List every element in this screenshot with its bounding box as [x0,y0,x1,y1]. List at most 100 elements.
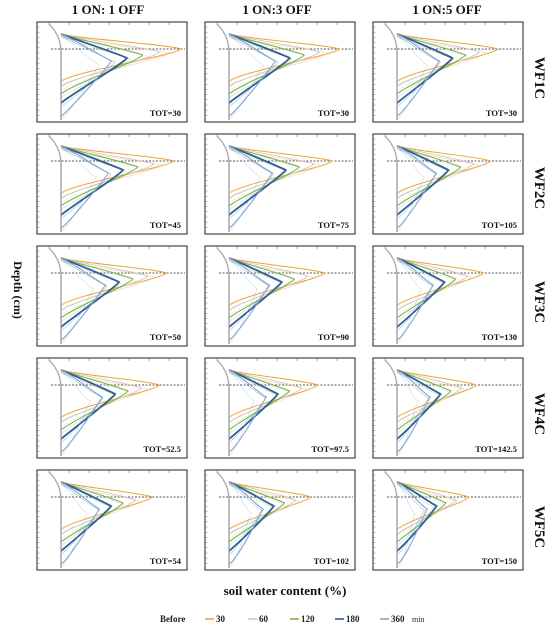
series-180-curve [60,369,117,440]
series-360-aux-curve [396,35,428,121]
series-120-curve [228,145,300,207]
panel-frame [36,357,188,459]
series-120-curve [228,369,291,431]
series-before-curve [216,471,230,568]
panel-r1-c3: TOT=30 [372,21,524,123]
panel-frame [372,21,524,123]
series-30-curve [396,257,485,306]
series-60-curve [396,481,457,536]
series-before-curve [48,471,62,568]
panel-frame [204,133,356,235]
series-360-aux-curve [396,483,416,569]
series-120-curve [228,257,296,319]
panel-r2-c3: TOT=105 [372,133,524,235]
series-360-aux-curve [396,371,419,457]
panel-frame [372,357,524,459]
series-180-aux-curve [396,371,429,444]
series-360-curve [228,33,277,117]
column-header-1on-1off: 1 ON: 1 OFF [72,2,145,17]
row-header-wf4c: WF4C [531,393,547,436]
series-before-curve [384,23,398,120]
tot-label: TOT=97.5 [311,444,349,454]
series-60-curve [60,145,155,200]
tot-label: TOT=130 [482,332,517,342]
panel-frame [36,469,188,571]
tot-label: TOT=105 [482,220,517,230]
series-before-curve [216,359,230,456]
series-30-curve [396,369,477,418]
series-360-aux-curve [228,35,264,121]
series-180-curve [228,33,292,104]
series-180-curve [60,481,113,552]
panel-r4-c2: TOT=97.5 [204,357,356,459]
series-360-curve [60,369,104,453]
series-30-curve [228,33,341,82]
tot-label: TOT=90 [318,332,349,342]
series-60-curve [228,145,315,200]
series-360-aux-curve [60,147,97,233]
series-180-aux-curve [60,259,108,332]
series-before-curve [48,247,62,344]
series-180-curve [228,145,288,216]
series-360-aux-curve [60,35,100,121]
series-120-curve [60,145,139,207]
series-360-aux-curve [396,147,425,233]
series-120-curve [396,145,462,207]
series-180-curve [396,33,454,104]
series-120-curve [396,33,467,95]
series-30-curve [228,145,333,194]
series-60-curve [60,369,143,424]
column-header-1on-3off: 1 ON:3 OFF [242,2,311,17]
series-60-curve [60,33,161,88]
series-360-aux-curve [60,259,94,345]
legend-unit: min [412,615,424,624]
series-60-curve [228,369,303,424]
series-360-curve [60,257,107,341]
series-60-curve [60,481,137,536]
column-header-1on-5off: 1 ON:5 OFF [412,2,481,17]
series-before-curve [216,247,230,344]
series-30-curve [60,33,182,82]
series-before-curve [384,247,398,344]
series-360-curve [228,145,274,229]
tot-label: TOT=75 [318,220,349,230]
legend-label-120: 120 [301,614,315,624]
series-before-curve [384,359,398,456]
series-before-curve [48,359,62,456]
series-360-curve [228,369,268,453]
series-360-curve [396,369,432,453]
series-30-curve [228,369,319,418]
legend-label-30: 30 [216,614,226,624]
series-360-aux-curve [60,371,91,457]
series-60-curve [60,257,149,312]
panel-frame [204,21,356,123]
panel-r1-c1: TOT=30 [36,21,188,123]
series-60-curve [396,145,475,200]
series-60-curve [228,481,297,536]
tot-label: TOT=30 [318,108,349,118]
series-120-curve [60,33,144,95]
series-180-aux-curve [60,35,116,108]
series-60-curve [396,369,463,424]
panel-r4-c3: TOT=142.5 [372,357,524,459]
series-30-curve [396,145,492,194]
series-30-curve [396,33,499,82]
panel-r5-c2: TOT=102 [204,469,356,571]
series-120-curve [228,33,305,95]
series-30-curve [60,145,175,194]
series-360-aux-curve [396,259,422,345]
series-30-aux-curve [396,483,458,534]
series-120-curve [60,369,129,431]
panel-grid: TOT=30 TOT=30 TOT=30 TOT=45 TOT=75 TOT=105 TOT… [36,21,524,571]
series-180-curve [228,369,280,440]
series-before-curve [216,135,230,232]
panel-r3-c1: TOT=50 [36,245,188,347]
series-180-aux-curve [60,371,104,444]
series-180-curve [60,33,129,104]
row-header-wf5c: WF5C [531,506,547,549]
tot-label: TOT=52.5 [143,444,181,454]
series-180-curve [396,481,438,552]
series-180-aux-curve [228,259,271,332]
series-120-curve [60,481,124,543]
